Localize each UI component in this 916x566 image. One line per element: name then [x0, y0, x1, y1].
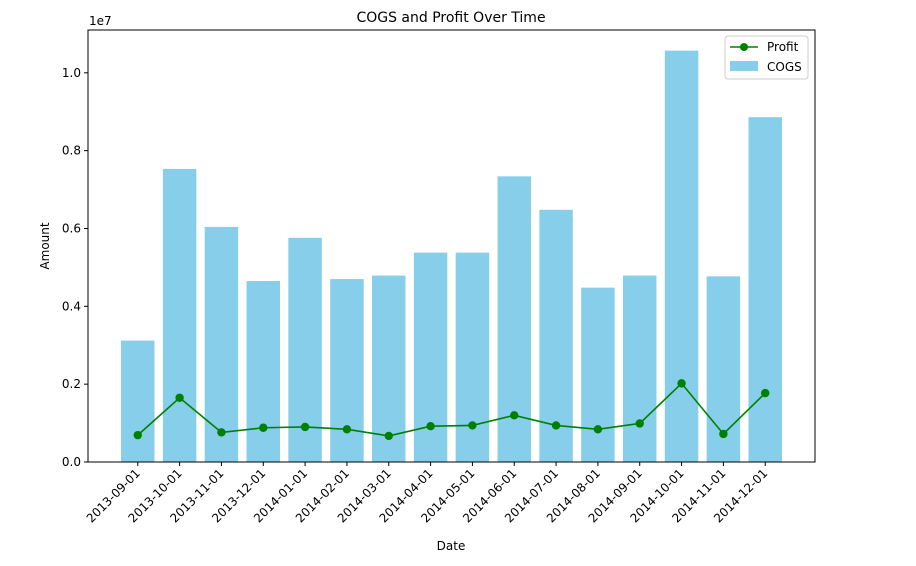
profit-line: [133, 379, 770, 441]
profit-point: [468, 421, 477, 430]
y-tick-label: 0.4: [62, 299, 81, 313]
cogs-bar: [413, 252, 448, 462]
legend-profit-marker-swatch: [740, 43, 748, 51]
plot-frame: [87, 29, 816, 463]
cogs-bar: [162, 168, 197, 462]
profit-point: [719, 429, 728, 439]
cogs-bar: [539, 209, 573, 462]
y-tick-label: 0.0: [62, 455, 81, 469]
y-tick-label: 0.2: [62, 377, 81, 391]
x-axis-label: Date: [437, 539, 466, 553]
profit-point: [133, 430, 142, 440]
legend-cogs-label: COGS: [767, 60, 802, 74]
profit-point: [426, 421, 435, 431]
profit-point: [259, 423, 268, 432]
cogs-bar: [623, 275, 657, 462]
profit-point: [342, 425, 352, 434]
y-tick-label: 1.0: [62, 66, 81, 80]
y-tick-label: 0.8: [62, 144, 81, 158]
y-axis-offset-label: 1e7: [89, 14, 112, 28]
profit-point: [175, 393, 184, 402]
cogs-bar: [372, 275, 406, 462]
y-axis-label: Amount: [38, 222, 52, 269]
profit-point: [551, 421, 561, 430]
cogs-bar: [204, 226, 239, 462]
y-tick-label: 0.6: [62, 221, 81, 235]
profit-point: [593, 425, 603, 434]
legend-profit-label: Profit: [767, 40, 799, 54]
cogs-bar: [455, 252, 490, 462]
cogs-bar: [246, 281, 280, 462]
profit-point: [635, 419, 644, 428]
profit-point: [510, 411, 519, 420]
y-axis: 0.0 0.2 0.4 0.6 0.8 1.0: [62, 66, 88, 469]
legend: Profit COGS: [724, 35, 809, 80]
legend-cogs-swatch: [730, 61, 758, 71]
cogs-bar: [581, 287, 615, 462]
plot-area: [87, 29, 816, 463]
profit-point: [217, 428, 226, 437]
chart-title: COGS and Profit Over Time: [356, 10, 545, 26]
cogs-bar: [330, 279, 364, 462]
profit-point: [677, 379, 686, 388]
profit-point: [384, 431, 393, 441]
cogs-bar: [664, 50, 699, 462]
cogs-bar: [121, 340, 155, 462]
cogs-bar: [748, 117, 782, 463]
profit-point: [761, 388, 770, 398]
plot-background: [88, 30, 815, 462]
profit-series-line: [137, 382, 766, 437]
profit-point: [300, 422, 310, 432]
